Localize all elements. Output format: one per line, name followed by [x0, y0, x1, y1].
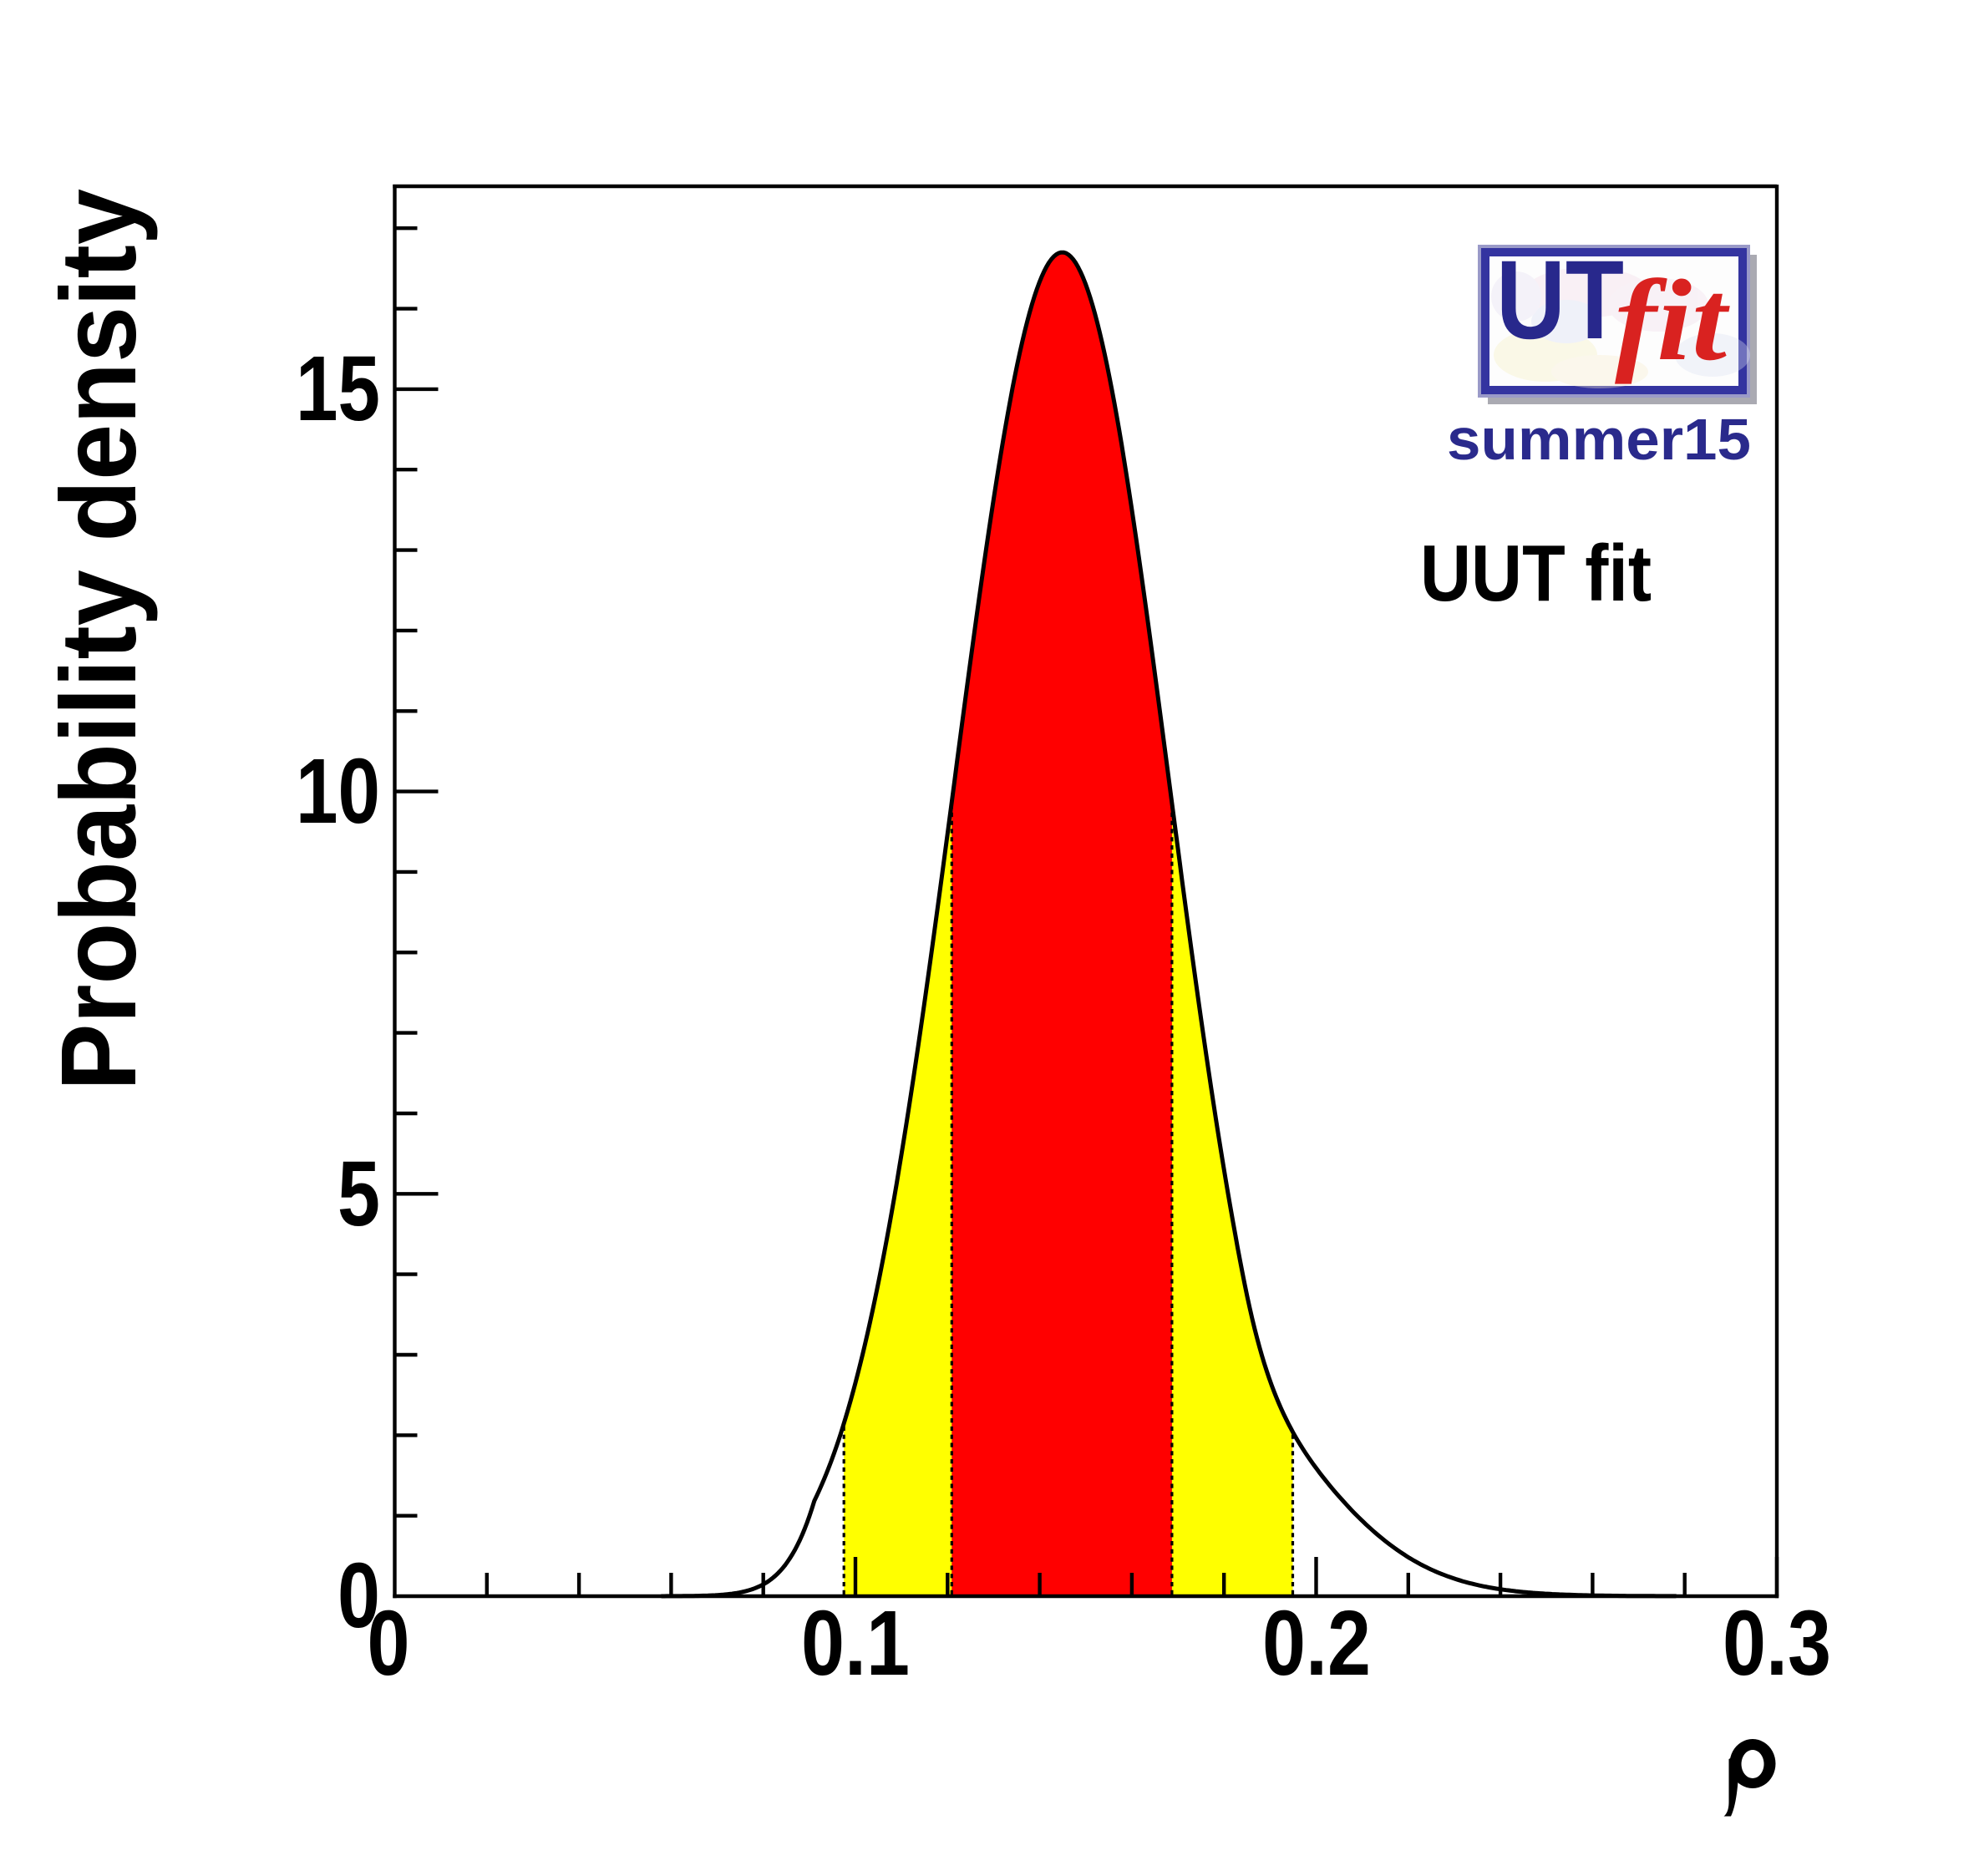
svg-text:fit: fit: [1615, 256, 1731, 385]
svg-text:10: 10: [296, 740, 380, 843]
svg-text:0.2: 0.2: [1262, 1592, 1371, 1695]
svg-text:UT: UT: [1496, 238, 1624, 363]
svg-text:5: 5: [337, 1143, 380, 1245]
svg-text:0.3: 0.3: [1723, 1592, 1831, 1695]
svg-text:0: 0: [337, 1544, 380, 1647]
svg-text:15: 15: [296, 337, 380, 440]
svg-text:0: 0: [368, 1592, 410, 1695]
svg-text:Probability density: Probability density: [39, 189, 159, 1091]
svg-text:summer15: summer15: [1447, 407, 1751, 472]
svg-text:0.1: 0.1: [801, 1592, 910, 1695]
svg-text:UUT fit: UUT fit: [1420, 529, 1652, 618]
